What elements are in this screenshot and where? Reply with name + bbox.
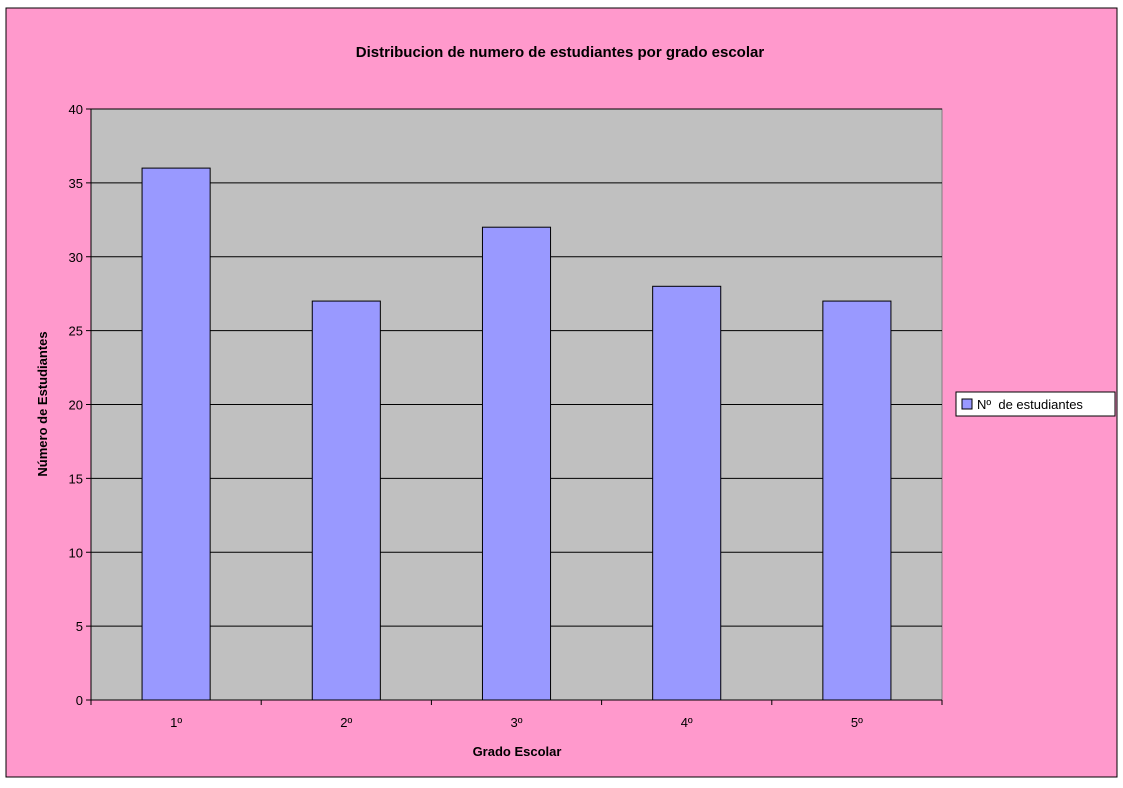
bar-2 xyxy=(311,300,381,701)
y-tick-label: 5 xyxy=(76,619,83,634)
x-tick-label: 3º xyxy=(511,715,523,730)
legend-label: Nº de estudiantes xyxy=(977,397,1083,412)
axes xyxy=(86,108,943,705)
y-tick-label: 35 xyxy=(69,176,83,191)
x-axis-title: Grado Escolar xyxy=(473,744,562,759)
chart-title: Distribucion de numero de estudiantes po… xyxy=(356,44,765,61)
bars xyxy=(141,167,892,701)
legend-box xyxy=(955,391,1116,417)
y-tick-labels: 0 5 10 15 20 25 30 35 40 xyxy=(69,102,83,708)
bar-1 xyxy=(141,167,211,701)
y-tick-label: 20 xyxy=(69,398,83,413)
y-tick-label: 0 xyxy=(76,693,83,708)
bar-4 xyxy=(652,285,722,701)
y-axis-title: Número de Estudiantes xyxy=(35,331,50,476)
y-tick-label: 40 xyxy=(69,102,83,117)
y-tick-label: 10 xyxy=(69,545,83,560)
x-tick-label: 5º xyxy=(851,715,863,730)
x-tick-labels: 1º 2º 3º 4º 5º xyxy=(170,715,863,730)
bar-3 xyxy=(481,226,552,701)
x-tick-label: 4º xyxy=(681,715,693,730)
legend: Nº de estudiantes xyxy=(955,391,1116,417)
x-tick-label: 2º xyxy=(340,715,352,730)
y-tick-label: 15 xyxy=(69,471,83,486)
x-tick-label: 1º xyxy=(170,715,182,730)
legend-swatch xyxy=(961,398,973,410)
y-tick-label: 30 xyxy=(69,250,83,265)
y-tick-label: 25 xyxy=(69,324,83,339)
bar-5 xyxy=(822,300,892,701)
